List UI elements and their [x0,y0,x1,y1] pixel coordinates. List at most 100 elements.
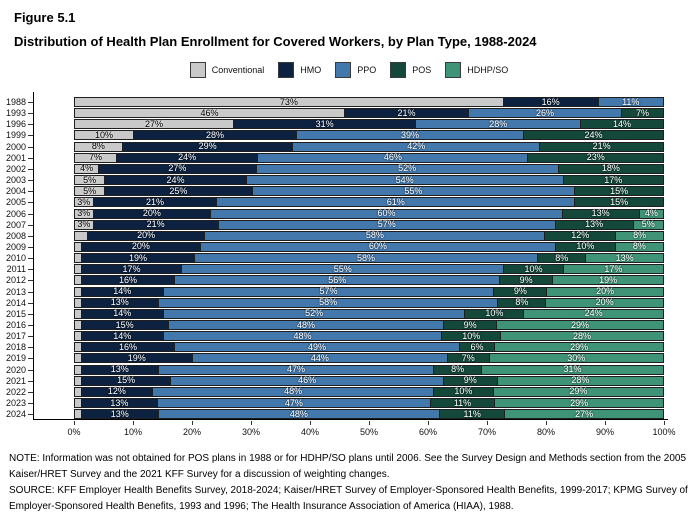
x-axis-tick [487,421,488,425]
y-axis-label-1993: 1993 [5,108,26,119]
bar-segment-pos: 9% [442,375,498,386]
bar-segment-pos: 11% [429,398,496,409]
x-axis-tick [74,421,75,425]
bar-segment-hdhpso: 20% [545,297,664,308]
legend-item-hdhpso: HDHP/SO [445,62,508,78]
bar-segment-hmo: 21% [344,108,469,119]
legend-swatch-pos [390,62,407,78]
bar-segment-pos: 8% [433,364,482,375]
x-axis-tick-label: 0% [67,427,81,437]
y-axis-tick [28,403,33,405]
x-axis-tick [605,421,606,425]
bar-row-2023: 13% 47% 11% 29% [74,398,665,409]
bar-segment-pos: 7% [447,353,490,364]
bar-segment-pos: 6% [458,342,496,353]
bar-segment-ppo: 48% [157,409,441,420]
y-axis-label-2013: 2013 [5,286,26,297]
y-axis-tick [28,269,33,271]
y-axis-label-1988: 1988 [5,97,26,107]
bar-segment-ppo: 52% [255,163,559,174]
bar-segment-ppo: 58% [157,297,499,308]
bar-segment-hmo: 16% [80,275,176,286]
y-axis-tick [28,191,33,193]
bar-row-2013: 14% 57% 9% 20% [74,286,664,297]
y-axis-tick [28,414,33,416]
y-axis-tick [28,358,33,360]
y-axis-label-2010: 2010 [5,253,26,264]
x-axis-tick-label: 40% [300,427,319,437]
bar-segment-pos: 21% [539,141,664,152]
bar-segment-conventional: 73% [74,97,504,107]
bar-segment-hmo: 20% [92,208,212,219]
figure-number: Figure 5.1 [14,10,76,25]
footnotes: NOTE: Information was not obtained for P… [9,451,691,515]
source-text: SOURCE: KFF Employer Health Benefits Sur… [9,485,688,512]
bar-row-2024: 13% 48% 11% 27% [74,409,664,420]
bar-row-2020: 13% 47% 8% 31% [74,364,665,375]
bar-row-2001: 7% 24% 46% 23% [74,152,664,163]
bar-row-2022: 12% 48% 10% 29% [74,386,664,397]
bar-row-2018: 16% 49% 6% 29% [74,342,664,353]
x-axis-tick-label: 90% [595,427,614,437]
bar-segment-conventional: 3% [74,208,94,219]
bar-segment-ppo: 61% [216,197,576,208]
bar-segment-hdhpso: 8% [615,230,664,241]
bar-segment-pos: 14% [580,119,664,130]
bar-row-2004: 5% 25% 55% 15% [74,186,664,197]
y-axis-label-2001: 2001 [5,152,26,163]
legend-label: HMO [300,65,322,75]
bar-segment-ppo: 26% [467,108,623,119]
legend-label: HDHP/SO [467,65,509,75]
bar-segment-ppo: 55% [251,186,576,197]
bar-segment-ppo: 44% [191,353,449,364]
bar-segment-hmo: 24% [115,152,259,163]
bar-segment-conventional: 3% [74,197,94,208]
bar-segment-pos: 17% [562,175,665,186]
y-axis-tick [28,347,33,349]
bar-segment-hmo: 17% [80,264,183,275]
x-axis-tick [192,421,193,425]
x-axis-tick-label: 70% [477,427,496,437]
bar-segment-hmo: 13% [80,364,159,375]
y-axis-tick [28,124,33,126]
bar-row-2006: 3% 20% 60% 13% 4% [74,208,664,219]
y-axis-label-2024: 2024 [5,409,26,420]
bar-row-2011: 17% 55% 10% 17% [74,264,665,275]
bar-segment-conventional: 10% [74,130,134,141]
bar-segment-hdhpso: 29% [492,386,664,397]
bar-segment-ppo: 47% [156,398,431,409]
x-axis-tick-label: 20% [182,427,201,437]
y-axis-tick [28,213,33,215]
legend-item-ppo: PPO [335,62,376,78]
bar-segment-ppo: 47% [157,364,435,375]
bar-segment-pos: 15% [574,197,664,208]
bar-segment-pos: 7% [621,108,664,119]
y-axis-label-2020: 2020 [5,364,26,375]
bar-row-2017: 14% 48% 10% 28% [74,331,665,342]
bar-segment-pos: 24% [522,130,664,141]
y-axis-label-2002: 2002 [5,163,26,174]
bar-segment-hmo: 19% [80,253,195,264]
x-axis-tick-label: 60% [418,427,437,437]
bar-segment-pos: 12% [544,230,617,241]
bar-segment-hmo: 19% [80,353,193,364]
bar-segment-pos: 10% [503,264,564,275]
legend-item-hmo: HMO [278,62,321,78]
bar-segment-hmo: 12% [80,386,153,397]
y-axis-tick [28,291,33,293]
y-axis-label-2015: 2015 [5,308,26,319]
bar-segment-conventional: 5% [74,175,106,186]
bar-segment-hmo: 20% [86,230,206,241]
bar-row-2014: 13% 58% 8% 20% [74,297,664,308]
bar-segment-hmo: 31% [232,119,417,130]
bar-segment-hmo: 13% [80,398,158,409]
y-axis-label-2004: 2004 [5,186,26,197]
x-axis-tick [310,421,311,425]
bar-segment-conventional: 8% [74,141,123,152]
bar-segment-hdhpso: 4% [638,208,664,219]
y-axis-tick [28,180,33,182]
y-axis-tick [28,313,33,315]
bar-segment-hmo: 16% [80,342,176,353]
bar-segment-hdhpso: 13% [585,253,664,264]
